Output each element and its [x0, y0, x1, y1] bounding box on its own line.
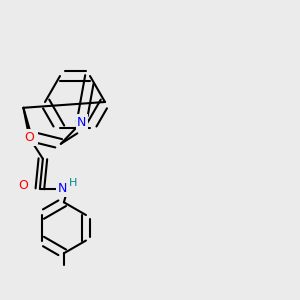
- Text: O: O: [18, 179, 28, 192]
- Text: N: N: [58, 182, 67, 195]
- Text: N: N: [77, 116, 86, 129]
- Text: N: N: [27, 130, 36, 143]
- Text: H: H: [69, 178, 77, 188]
- Text: O: O: [24, 131, 34, 144]
